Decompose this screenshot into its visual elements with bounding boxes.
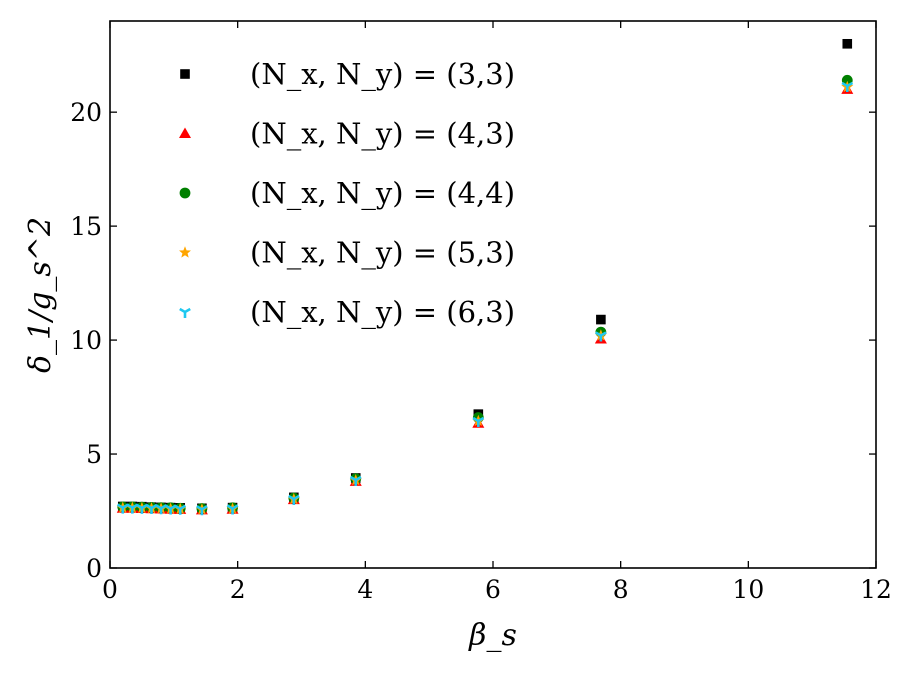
legend-marker (180, 69, 190, 79)
x-axis-title: β_s (468, 618, 517, 653)
data-points (116, 38, 854, 516)
data-point (841, 81, 854, 92)
legend-marker (179, 307, 191, 318)
data-point (287, 494, 300, 505)
data-point (596, 314, 606, 325)
x-tick-label: 6 (485, 575, 501, 604)
legend-marker (179, 127, 191, 138)
y-tick-label: 5 (86, 440, 102, 469)
x-tick-label: 4 (357, 575, 373, 604)
data-point (472, 416, 485, 427)
data-point (349, 475, 362, 487)
y-tick-label: 10 (70, 326, 102, 355)
axis-ticks: 0 2 4 6 8 10 12 0 5 10 15 20 (70, 21, 892, 604)
y-axis-title: δ_1/g_s^2 (23, 217, 58, 373)
legend-entry: (N_x, N_y) = (4,4) (179, 176, 515, 211)
legend-entry: (N_x, N_y) = (6,3) (179, 295, 515, 330)
y-tick-label: 15 (70, 212, 102, 241)
data-point (174, 504, 187, 515)
legend-marker (179, 246, 191, 258)
series-5 (116, 81, 854, 516)
legend-entry: (N_x, N_y) = (5,3) (179, 236, 515, 271)
legend-label: (N_x, N_y) = (4,4) (250, 176, 515, 211)
legend: (N_x, N_y) = (3,3) (N_x, N_y) = (4,3) (N_x… (179, 57, 515, 330)
legend-entry: (N_x, N_y) = (4,3) (179, 117, 515, 152)
data-point (842, 38, 853, 49)
legend-label: (N_x, N_y) = (3,3) (250, 57, 515, 92)
x-tick-label: 0 (102, 575, 118, 604)
data-point (226, 504, 239, 515)
legend-label: (N_x, N_y) = (5,3) (250, 236, 515, 271)
legend-marker (179, 187, 191, 199)
x-tick-label: 10 (732, 575, 764, 604)
y-tick-label: 20 (70, 98, 102, 127)
legend-entry: (N_x, N_y) = (3,3) (180, 57, 515, 92)
legend-label: (N_x, N_y) = (4,3) (250, 117, 515, 152)
data-point (196, 505, 208, 516)
x-tick-label: 12 (860, 575, 892, 604)
x-tick-label: 2 (230, 575, 246, 604)
x-tick-label: 8 (613, 575, 629, 604)
data-point (595, 331, 607, 342)
legend-label: (N_x, N_y) = (6,3) (250, 295, 515, 330)
y-tick-label: 0 (86, 554, 102, 583)
